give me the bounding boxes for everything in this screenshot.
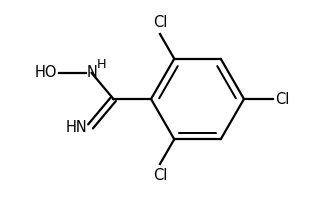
Text: HO: HO (34, 66, 57, 80)
Text: Cl: Cl (153, 14, 167, 30)
Text: HN: HN (66, 120, 88, 135)
Text: Cl: Cl (153, 168, 167, 184)
Text: H: H (97, 58, 107, 71)
Text: Cl: Cl (275, 91, 290, 107)
Text: N: N (86, 66, 97, 80)
